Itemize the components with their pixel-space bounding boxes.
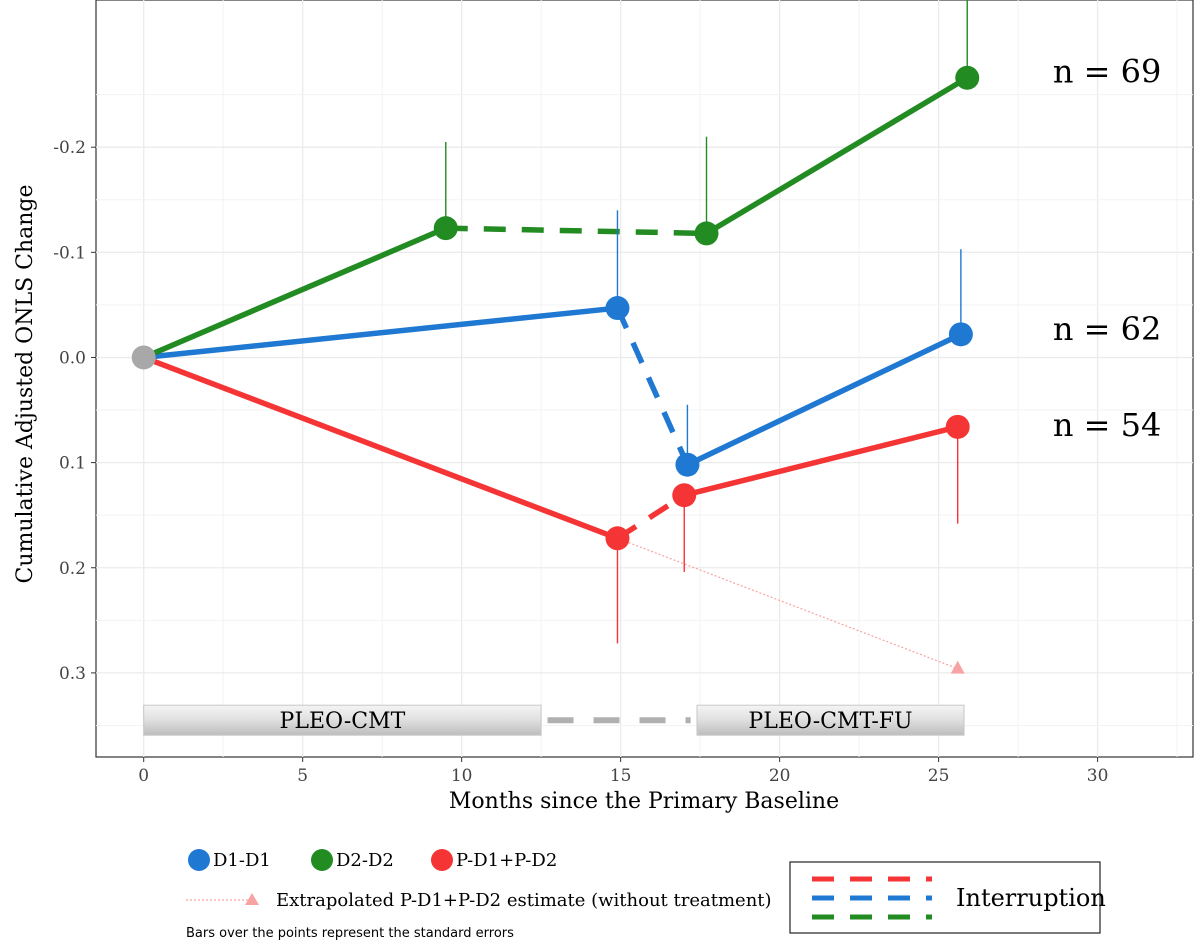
y-axis: -0.2 -0.1 0.0 0.1 0.2 0.3 (53, 138, 96, 684)
legend-extrap-label: Extrapolated P-D1+P-D2 estimate (without… (276, 890, 772, 911)
legend: D1-D1 D2-D2 P-D1+P-D2 Extrapolated P-D1+P-D… (186, 849, 772, 941)
series-segment (142, 225, 447, 361)
x-tick-label: 15 (610, 766, 632, 786)
baseline-point (131, 345, 156, 370)
y-tick-label: 0.3 (59, 664, 86, 684)
series-segment (445, 225, 707, 237)
data-point (605, 526, 630, 551)
study-bar (696, 704, 965, 736)
series-segment (143, 305, 618, 361)
plot-panel (95, 0, 1194, 758)
extrapolation-triangle (950, 660, 965, 674)
extrapolation-line (617, 537, 965, 674)
series-segment (686, 331, 963, 468)
study-bar-label: PLEO-CMT (280, 709, 406, 734)
n-label: n = 62 (1053, 310, 1161, 348)
study-bar (143, 704, 542, 736)
series-segment (683, 424, 959, 498)
x-tick-label: 5 (297, 766, 308, 786)
y-tick-label: 0.1 (59, 454, 86, 474)
series-segment (705, 75, 969, 236)
x-axis-title: Months since the Primary Baseline (449, 789, 839, 814)
y-tick-label: -0.1 (53, 243, 86, 263)
series-segment (614, 306, 690, 466)
study-period-bars: PLEO-CMT PLEO-CMT-FU (143, 704, 965, 736)
series-points (131, 65, 980, 551)
y-axis-title: Cumulative Adjusted ONLS Change (13, 184, 38, 583)
data-point (955, 65, 980, 90)
legend-note: Bars over the points represent the stand… (186, 926, 514, 941)
legend-label: P-D1+P-D2 (456, 850, 557, 871)
x-tick-label: 25 (928, 766, 950, 786)
x-tick-label: 30 (1087, 766, 1109, 786)
data-point (694, 221, 719, 246)
study-bar-label: PLEO-CMT-FU (748, 709, 912, 734)
data-point (433, 216, 458, 241)
data-point (605, 296, 630, 321)
data-point (675, 452, 700, 477)
y-tick-label: 0.0 (59, 348, 86, 368)
interruption-label: Interruption (956, 884, 1106, 912)
data-point (945, 414, 970, 439)
legend-swatch (431, 849, 453, 871)
x-tick-label: 0 (138, 766, 149, 786)
extrapolation-line (617, 537, 958, 670)
data-point (672, 483, 697, 508)
y-tick-label: 0.2 (59, 559, 86, 579)
x-axis: 0 5 10 15 20 25 30 (138, 757, 1108, 786)
x-tick-label: 10 (451, 766, 473, 786)
data-point (948, 322, 973, 347)
n-labels: n = 62 n = 69 n = 54 (1053, 52, 1161, 443)
n-label: n = 54 (1053, 406, 1161, 444)
x-tick-label: 20 (769, 766, 791, 786)
interruption-legend: Interruption (789, 861, 1106, 934)
interruption-box (789, 861, 1101, 934)
legend-swatch (188, 849, 210, 871)
n-label: n = 69 (1053, 52, 1161, 90)
legend-extrap-triangle (245, 893, 259, 905)
legend-label: D1-D1 (213, 850, 271, 871)
grid-lines (96, 0, 1193, 757)
y-tick-label: -0.2 (53, 138, 86, 158)
series-segment (142, 354, 619, 541)
series-lines (142, 75, 969, 541)
legend-swatch (311, 849, 333, 871)
panel-border (95, 0, 1194, 758)
legend-label: D2-D2 (336, 850, 394, 871)
series-segment (615, 492, 686, 541)
error-bars (445, 0, 968, 644)
